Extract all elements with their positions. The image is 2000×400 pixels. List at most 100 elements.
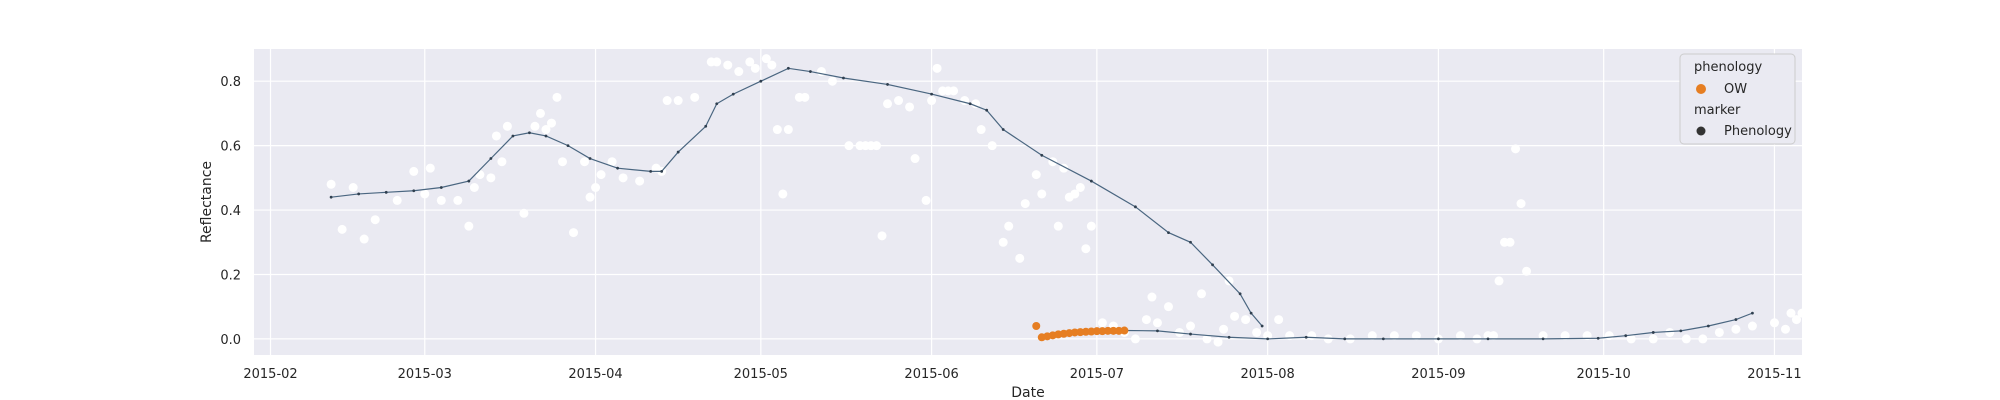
raw-observation-point	[1367, 331, 1377, 341]
raw-observation-point	[491, 131, 501, 141]
raw-observation-point	[591, 183, 601, 193]
raw-observation-point	[1274, 315, 1284, 325]
smoothed-curve-point	[528, 131, 531, 135]
raw-observation-point	[607, 157, 617, 167]
raw-observation-point	[734, 67, 744, 77]
raw-observation-point	[1020, 199, 1030, 209]
smoothed-curve-layer	[329, 66, 1754, 341]
raw-observation-point	[436, 195, 446, 205]
smoothed-curve-point	[1227, 335, 1231, 339]
raw-observation-point	[425, 163, 435, 173]
raw-observation-point	[1731, 324, 1741, 334]
raw-observation-point	[662, 96, 672, 106]
raw-observation-point	[877, 231, 887, 241]
smoothed-curve-point	[1541, 337, 1545, 341]
raw-observation-point	[894, 96, 904, 106]
raw-observation-point	[1202, 334, 1212, 344]
raw-observation-point	[1604, 331, 1614, 341]
legend: phenology OW marker Phenology	[1679, 53, 1796, 145]
raw-observation-point	[1648, 334, 1658, 344]
raw-observation-point	[1522, 266, 1532, 276]
smoothed-curve-point	[1260, 324, 1264, 328]
smoothed-curve-point	[808, 70, 812, 73]
smoothed-curve-point	[384, 190, 388, 194]
raw-observation-point	[745, 57, 755, 67]
x-tick-label: 2015-05	[734, 367, 788, 382]
legend-marker-ow	[1696, 84, 1706, 94]
smoothed-curve-point	[489, 157, 493, 160]
raw-observation-point	[585, 192, 595, 202]
smoothed-curve-point	[1001, 128, 1005, 131]
raw-observation-point	[453, 195, 463, 205]
raw-observation-point	[987, 141, 997, 151]
smoothed-curve-point	[1679, 329, 1683, 333]
raw-observation-point	[1714, 327, 1724, 337]
raw-observation-point	[1048, 157, 1058, 167]
smoothed-curve-point	[786, 66, 790, 70]
smoothed-curve-point	[676, 150, 680, 154]
smoothed-curve-point	[1437, 337, 1440, 341]
raw-observation-point	[535, 108, 545, 118]
smoothed-curve-point	[1596, 336, 1600, 340]
raw-observation-point	[949, 86, 959, 96]
smoothed-curve-point	[566, 144, 570, 148]
smoothed-curve-point	[715, 102, 719, 106]
smoothed-curve-point	[1211, 263, 1214, 267]
raw-observation-point	[1081, 244, 1091, 254]
raw-observation-point	[1163, 302, 1173, 312]
raw-observation-point	[1213, 337, 1223, 347]
raw-observation-point	[750, 63, 760, 73]
raw-observation-point	[569, 228, 579, 238]
raw-observation-point	[519, 208, 529, 218]
smoothed-curve-point	[439, 186, 443, 189]
smoothed-curve-point	[1624, 334, 1628, 338]
smoothed-curve-point	[588, 157, 592, 160]
raw-observation-point	[541, 125, 551, 135]
legend-label-phenology: Phenology	[1724, 124, 1792, 139]
raw-observation-point	[348, 183, 358, 193]
raw-observation-point	[932, 63, 942, 73]
phenology-point-ow	[1032, 322, 1041, 331]
x-tick-label: 2015-06	[904, 367, 958, 382]
smoothed-curve-point	[1189, 240, 1192, 244]
raw-observation-point	[1307, 331, 1317, 341]
raw-observation-point	[1516, 199, 1526, 209]
raw-observation-point	[1219, 324, 1229, 334]
raw-observation-point	[635, 176, 645, 186]
smoothed-curve-point	[1167, 231, 1170, 235]
smoothed-curve-point	[930, 92, 933, 96]
raw-observation-point	[1389, 331, 1399, 341]
smoothed-curve-point	[731, 92, 735, 96]
smoothed-curve-point	[1189, 332, 1192, 336]
raw-observation-point	[1086, 221, 1096, 231]
raw-observation-point	[1053, 221, 1063, 231]
phenology-point-ow	[1092, 327, 1101, 336]
raw-observation-point	[1097, 318, 1107, 328]
y-tick-label: 0.4	[220, 204, 241, 219]
raw-observation-point	[1538, 331, 1548, 341]
raw-observation-point	[486, 173, 496, 183]
raw-observation-point	[1285, 331, 1295, 341]
raw-observation-point	[392, 195, 402, 205]
smoothed-curve-point	[511, 134, 515, 138]
raw-observation-point	[326, 179, 336, 189]
raw-observation-point	[1015, 253, 1025, 263]
raw-observation-point	[673, 96, 683, 106]
legend-label-ow: OW	[1724, 82, 1747, 97]
y-tick-label: 0.0	[220, 333, 241, 348]
raw-observation-point	[872, 141, 882, 151]
y-tick-label: 0.6	[220, 140, 241, 155]
raw-observation-point	[800, 92, 810, 102]
smoothed-curve-point	[329, 195, 333, 199]
raw-observation-point	[1560, 331, 1570, 341]
raw-observation-point	[1031, 170, 1041, 180]
raw-observation-point	[469, 183, 479, 193]
x-tick-label: 2015-07	[1070, 367, 1124, 382]
y-axis-label: Reflectance	[199, 161, 215, 243]
raw-observation-point	[976, 125, 986, 135]
phenology-layer	[1032, 322, 1129, 342]
raw-observation-point	[1698, 334, 1708, 344]
raw-observation-point	[596, 170, 606, 180]
raw-observation-point	[910, 154, 920, 164]
